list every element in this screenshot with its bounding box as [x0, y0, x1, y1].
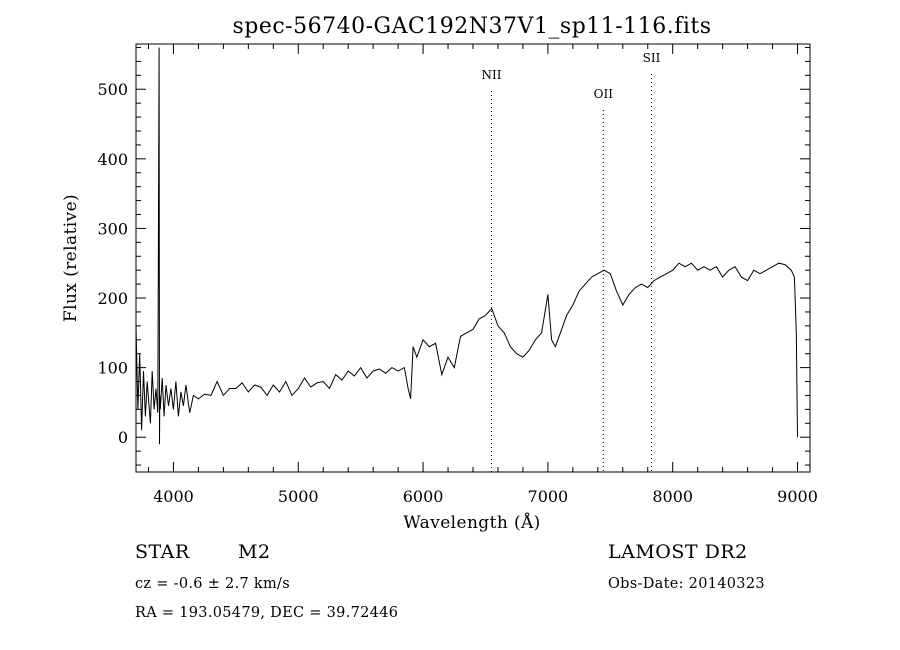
axis-ticks: 4000 5000 6000 7000 8000 9000 0 100 200 300 400 500 — [97, 44, 818, 506]
y-tick-label: 500 — [97, 80, 128, 99]
x-tick-label: 4000 — [153, 487, 194, 506]
y-tick-label: 0 — [118, 428, 128, 447]
x-axis-label: Wavelength (Å) — [403, 512, 540, 533]
y-tick-label: 400 — [97, 150, 128, 169]
emission-label-OII: OII — [594, 87, 614, 101]
y-tick-label: 100 — [97, 359, 128, 378]
y-tick-label: 200 — [97, 289, 128, 308]
chart-title: spec-56740-GAC192N37V1_sp11-116.fits — [232, 14, 711, 39]
object-class: STAR — [135, 541, 190, 563]
coordinates: RA = 193.05479, DEC = 39.72446 — [135, 605, 399, 621]
observation-date: Obs-Date: 20140323 — [608, 576, 765, 592]
x-tick-label: 7000 — [528, 487, 569, 506]
redshift-cz: cz = -0.6 ± 2.7 km/s — [135, 576, 290, 592]
spectrum-line — [135, 47, 798, 445]
survey-name: LAMOST DR2 — [608, 541, 748, 563]
y-axis-label: Flux (relative) — [61, 194, 81, 322]
x-tick-label: 6000 — [403, 487, 444, 506]
x-tick-label: 9000 — [777, 487, 818, 506]
x-tick-label: 5000 — [278, 487, 319, 506]
x-tick-label: 8000 — [652, 487, 693, 506]
plot-frame — [135, 43, 811, 473]
object-subclass: M2 — [238, 541, 271, 563]
emission-label-SII: SII — [643, 51, 661, 65]
emission-lines: NII OII SII — [481, 51, 661, 472]
y-tick-label: 300 — [97, 219, 128, 238]
emission-label-NII: NII — [481, 68, 501, 82]
